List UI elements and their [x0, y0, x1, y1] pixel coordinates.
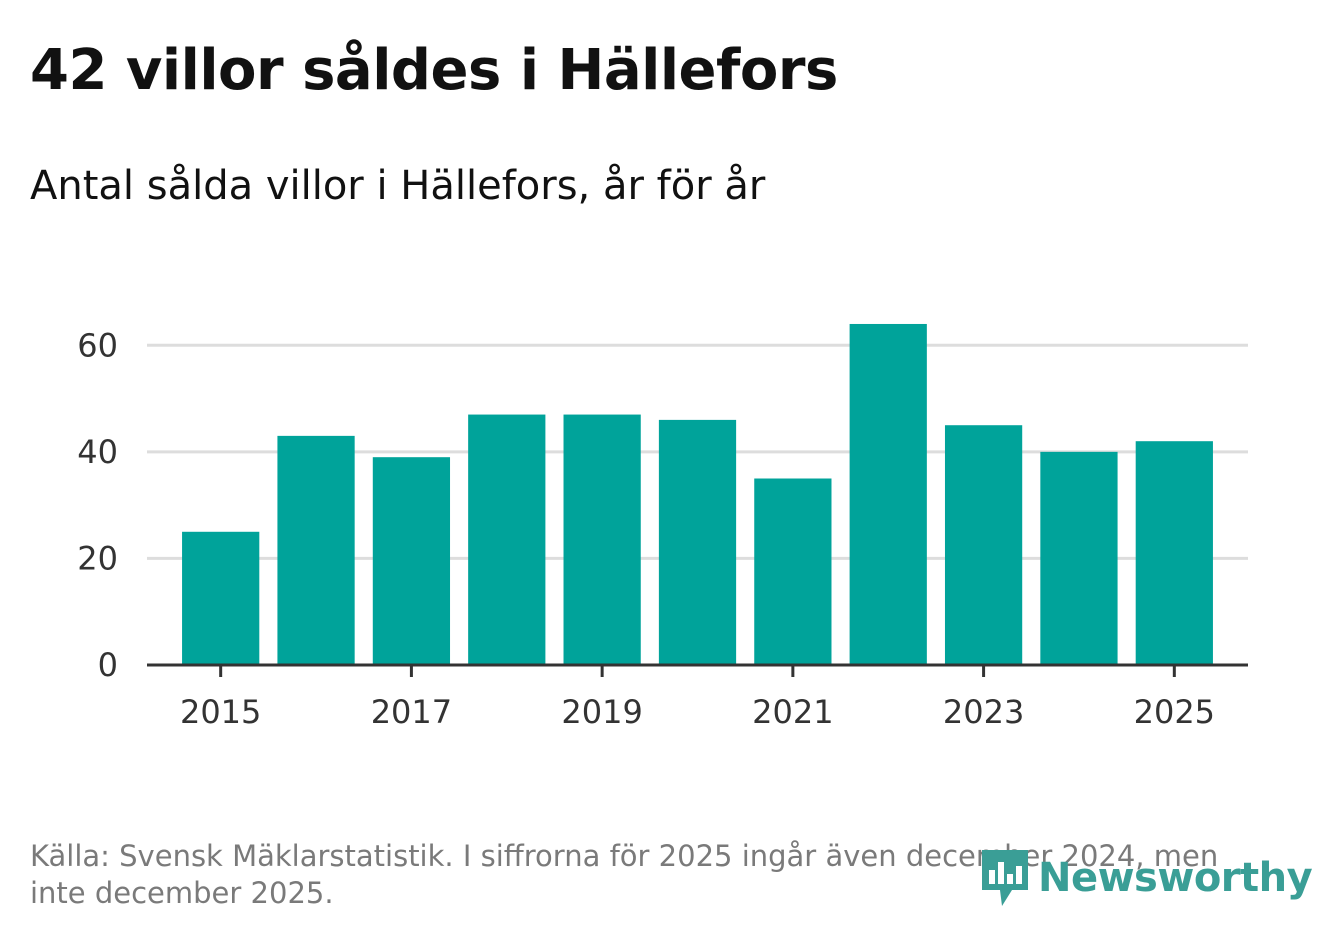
bar-2021 — [754, 478, 832, 665]
newsworthy-logo: Newsworthy — [980, 848, 1313, 908]
y-tick-label-0: 0 — [98, 646, 118, 684]
bar-2019 — [563, 414, 641, 665]
logo-text: Newsworthy — [1038, 855, 1313, 901]
x-tick-label-2019: 2019 — [561, 693, 642, 731]
x-tick-label-2023: 2023 — [943, 693, 1024, 731]
bar-2024 — [1040, 451, 1118, 665]
chart-subtitle: Antal sålda villor i Hällefors, år för å… — [30, 163, 766, 209]
chart-title: 42 villor såldes i Hällefors — [30, 38, 838, 103]
bar-2017 — [372, 457, 451, 665]
bar-chart: 0 20 40 60 2015 2017 2019 2021 2023 2025 — [77, 323, 1248, 731]
bar-2015 — [182, 531, 260, 665]
bars — [182, 323, 1213, 665]
bar-2016 — [277, 435, 355, 665]
bar-2025 — [1135, 441, 1213, 665]
newsworthy-bar-chart-icon — [982, 850, 1028, 906]
axes: 0 20 40 60 2015 2017 2019 2021 2023 2025 — [77, 326, 1248, 731]
bar-2020 — [658, 419, 737, 665]
y-tick-label-20: 20 — [77, 539, 118, 577]
bar-2023 — [944, 425, 1023, 665]
bar-2018 — [468, 414, 546, 665]
y-tick-label-40: 40 — [77, 433, 118, 471]
bar-2022 — [849, 323, 927, 665]
x-tick-label-2025: 2025 — [1134, 693, 1215, 731]
y-tick-label-60: 60 — [77, 326, 118, 364]
x-tick-label-2017: 2017 — [371, 693, 452, 731]
x-tick-label-2021: 2021 — [752, 693, 833, 731]
x-tick-label-2015: 2015 — [180, 693, 261, 731]
